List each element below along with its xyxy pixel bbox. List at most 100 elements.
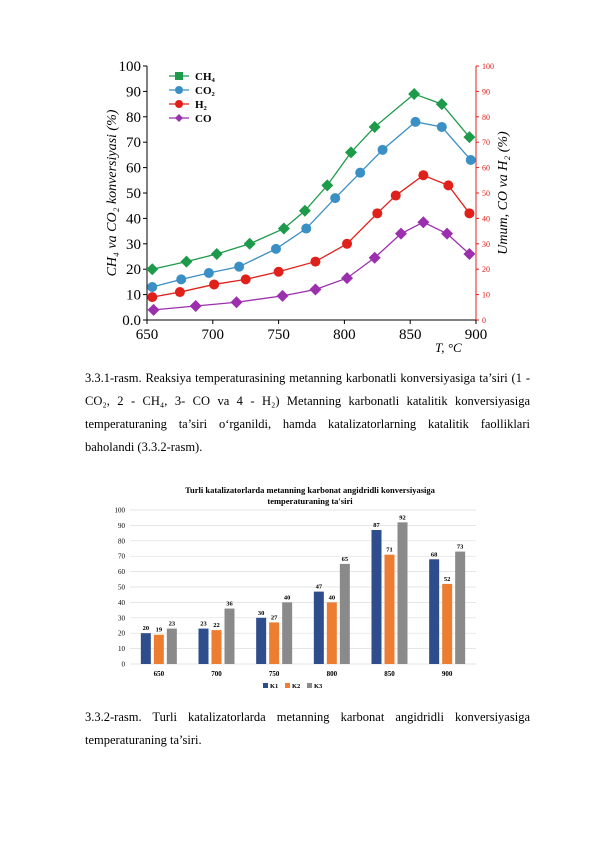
value-label: 22 bbox=[213, 622, 220, 629]
y-tick-label: 70 bbox=[118, 553, 126, 561]
marker bbox=[408, 87, 421, 100]
y-tick-label: 100 bbox=[119, 59, 142, 75]
marker bbox=[234, 261, 245, 272]
plot-area bbox=[147, 66, 476, 320]
marker bbox=[372, 208, 383, 219]
marker bbox=[355, 167, 366, 178]
x-tick-label: 750 bbox=[269, 670, 280, 678]
marker bbox=[209, 279, 220, 290]
bar bbox=[442, 583, 453, 664]
legend-swatch bbox=[307, 683, 312, 688]
marker bbox=[298, 204, 311, 217]
marker bbox=[465, 154, 476, 165]
series-line bbox=[152, 93, 470, 270]
value-label: 19 bbox=[156, 627, 163, 634]
marker bbox=[273, 266, 284, 277]
marker bbox=[435, 98, 448, 111]
x-tick-label: 900 bbox=[465, 327, 488, 343]
marker bbox=[394, 227, 407, 240]
bar bbox=[224, 608, 235, 664]
y-tick-label: 50 bbox=[118, 584, 126, 592]
marker bbox=[180, 255, 193, 268]
legend-label: CO₂ bbox=[195, 85, 216, 97]
y-tick-label: 90 bbox=[126, 84, 141, 100]
x-tick-label: 750 bbox=[267, 327, 290, 343]
y-tick-label: 60 bbox=[126, 161, 141, 177]
marker bbox=[147, 292, 158, 303]
x-tick-label: 800 bbox=[327, 670, 338, 678]
value-label: 73 bbox=[457, 544, 464, 551]
value-label: 27 bbox=[271, 614, 278, 621]
marker bbox=[436, 121, 447, 132]
y2-tick-label: 60 bbox=[482, 164, 490, 173]
bar bbox=[211, 630, 222, 664]
y-tick-label: 100 bbox=[115, 507, 126, 515]
legend-label: K3 bbox=[314, 683, 323, 690]
y-tick-label: 60 bbox=[118, 568, 126, 576]
marker bbox=[368, 251, 381, 264]
y-tick-label: 70 bbox=[126, 135, 141, 151]
legend-label: H₂ bbox=[195, 99, 208, 111]
y-tick-label: 40 bbox=[118, 599, 126, 607]
y-axis-label: CH₄ va CO₂ konversiyasi (%) bbox=[105, 109, 120, 276]
y-tick-label: 80 bbox=[118, 537, 126, 545]
y2-tick-label: 30 bbox=[482, 240, 490, 249]
value-label: 68 bbox=[431, 551, 438, 558]
marker bbox=[147, 281, 158, 292]
x-tick-label: 900 bbox=[442, 670, 453, 678]
line-chart: 0.0 10 20 30 40 50 60 70 80 90 100 0 10 20 30 40 50 60 70 8… bbox=[105, 59, 511, 355]
paragraph: 3.3.2-rasm. Turli katalizatorlarda metan… bbox=[85, 710, 530, 747]
value-label: 52 bbox=[444, 576, 451, 583]
marker bbox=[463, 131, 476, 144]
marker bbox=[309, 283, 322, 296]
y-tick-label: 40 bbox=[126, 211, 141, 227]
value-label: 30 bbox=[258, 610, 265, 617]
x-axis-label: T, °C bbox=[435, 340, 462, 355]
bar bbox=[455, 551, 466, 664]
value-label: 47 bbox=[316, 584, 323, 591]
bar bbox=[384, 554, 395, 664]
y2-axis-label: Umum, CO va H₂ (%) bbox=[496, 131, 511, 255]
legend-marker bbox=[175, 114, 183, 122]
bar-chart: 0 10 20 30 40 50 60 70 80 90 100 650 20 19 23 700 23 22 36… bbox=[115, 507, 476, 690]
marker bbox=[270, 243, 281, 254]
x-tick-label: 650 bbox=[136, 327, 159, 343]
y-tick-label: 30 bbox=[118, 614, 126, 622]
y-tick-label: 30 bbox=[126, 237, 141, 253]
y2-tick-label: 50 bbox=[482, 189, 490, 198]
marker bbox=[390, 190, 401, 201]
x-tick-label: 800 bbox=[333, 327, 356, 343]
legend-label: K2 bbox=[292, 683, 300, 690]
bar bbox=[313, 591, 324, 664]
x-tick-label: 850 bbox=[384, 670, 395, 678]
marker bbox=[210, 247, 223, 260]
marker bbox=[146, 263, 159, 276]
x-tick-label: 850 bbox=[399, 327, 422, 343]
value-label: 36 bbox=[226, 601, 233, 608]
bar bbox=[397, 522, 408, 664]
bar bbox=[140, 633, 151, 664]
marker bbox=[230, 296, 243, 309]
marker bbox=[321, 179, 334, 192]
legend-marker bbox=[175, 86, 183, 94]
legend-label: CH₄ bbox=[195, 71, 216, 83]
marker bbox=[441, 227, 454, 240]
y-tick-label: 0.0 bbox=[122, 313, 141, 329]
value-label: 20 bbox=[143, 625, 150, 632]
marker bbox=[203, 268, 214, 279]
marker bbox=[240, 274, 251, 285]
marker bbox=[344, 146, 357, 159]
y-tick-label: 20 bbox=[126, 262, 141, 278]
x-tick-label: 700 bbox=[211, 670, 222, 678]
y-tick-label: 10 bbox=[118, 645, 126, 653]
bar bbox=[371, 530, 382, 664]
y2-tick-label: 40 bbox=[482, 214, 490, 223]
y2-tick-label: 10 bbox=[482, 291, 490, 300]
marker bbox=[342, 238, 353, 249]
y2-tick-label: 70 bbox=[482, 138, 490, 147]
marker bbox=[310, 256, 321, 267]
y2-tick-label: 80 bbox=[482, 113, 490, 122]
y-tick-label: 20 bbox=[118, 630, 126, 638]
marker bbox=[418, 170, 429, 181]
legend-marker bbox=[175, 72, 183, 80]
